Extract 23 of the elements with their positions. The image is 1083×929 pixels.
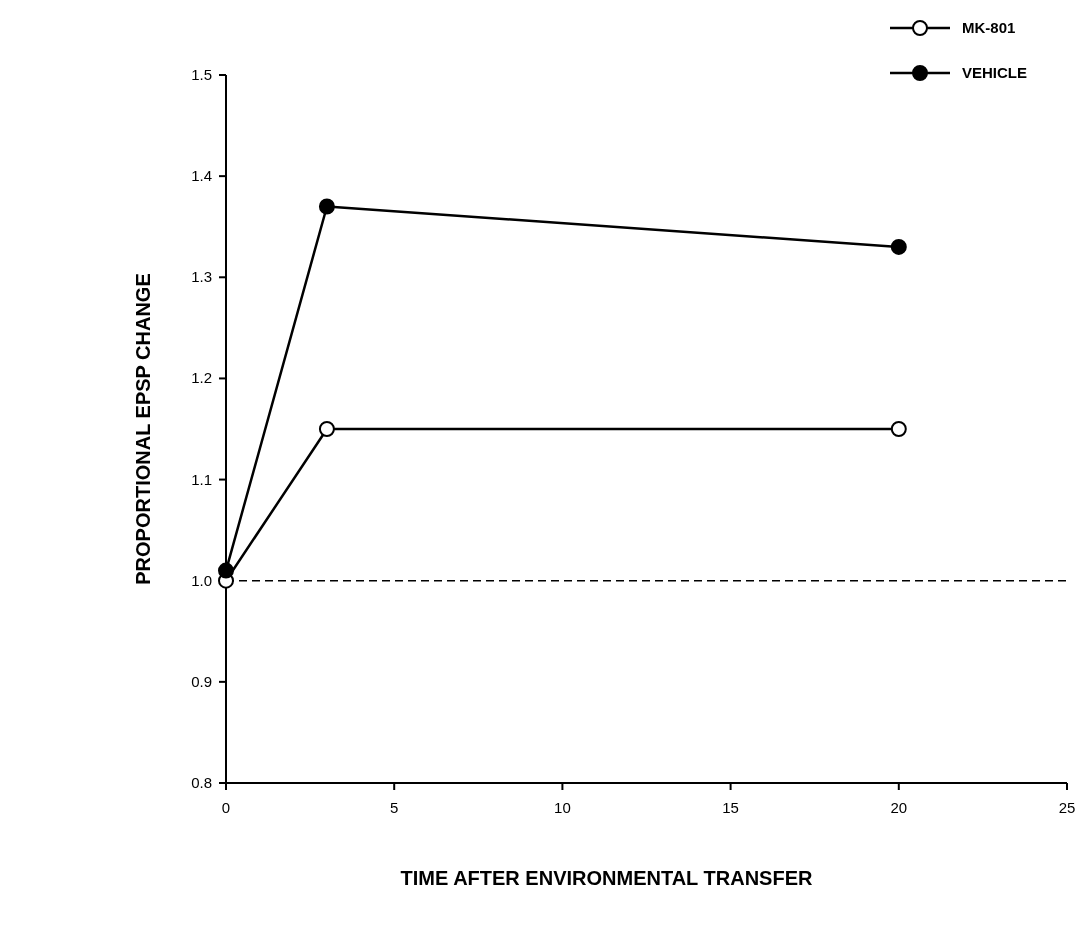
legend-label: MK-801	[962, 19, 1016, 36]
y-tick-label: 0.9	[191, 672, 212, 690]
y-tick-label: 1.4	[191, 167, 212, 185]
y-tick-label: 0.8	[191, 774, 212, 791]
point	[890, 238, 907, 255]
legend-label: VEHICLE	[962, 64, 1028, 81]
y-axis-title: PROPORTIONAL EPSP CHANGE	[132, 273, 154, 585]
y-tick-label: 1.5	[191, 66, 212, 83]
y-tick-label: 1.2	[191, 369, 212, 387]
y-tick-label: 1.3	[191, 268, 212, 286]
point	[218, 562, 234, 579]
x-tick-label: 0	[221, 799, 231, 816]
point	[318, 198, 335, 215]
x-tick-label: 10	[554, 799, 571, 816]
y-tick-label: 1.1	[191, 470, 212, 488]
point	[318, 421, 335, 437]
y-tick-label: 1.0	[191, 571, 212, 589]
x-tick-label: 20	[890, 799, 908, 816]
x-tick-label: 5	[390, 799, 399, 816]
x-axis-title: TIME AFTER ENVIRONMENTAL TRANSFER	[400, 867, 813, 889]
x-tick-label: 25	[1058, 799, 1076, 816]
x-tick-label: 15	[722, 799, 739, 816]
point	[890, 421, 907, 437]
